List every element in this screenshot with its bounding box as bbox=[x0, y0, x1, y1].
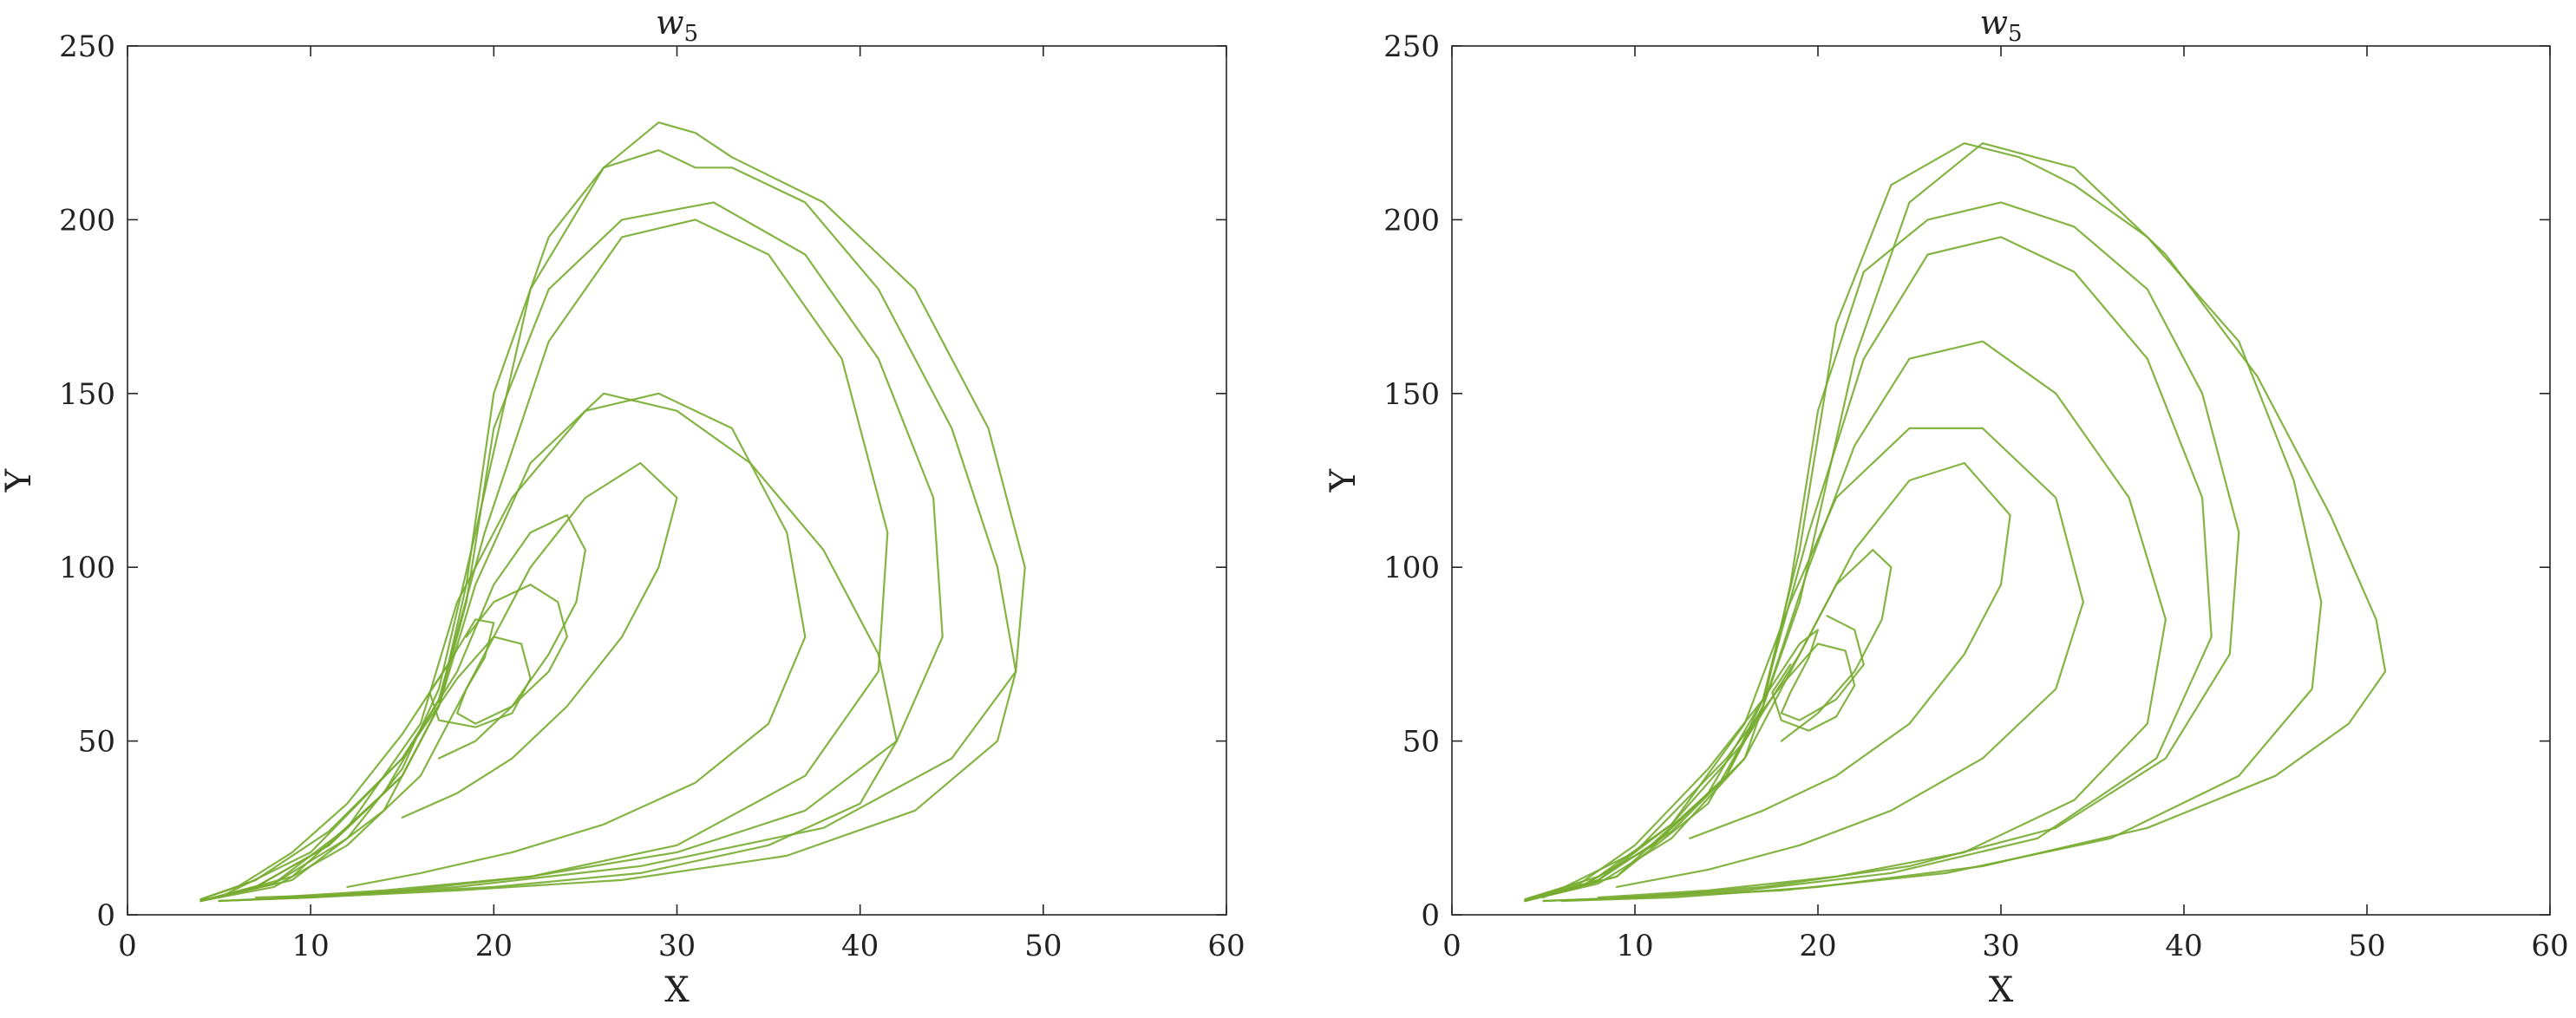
y-tick-label: 0 bbox=[1421, 898, 1440, 933]
chart-title-subscript: 5 bbox=[2008, 21, 2023, 47]
x-tick-label: 0 bbox=[118, 929, 137, 963]
series-line-10 bbox=[199, 219, 889, 903]
y-tick-label: 100 bbox=[59, 551, 115, 585]
chart-title: w5 bbox=[1979, 3, 2022, 47]
x-tick-label: 60 bbox=[1207, 929, 1245, 963]
y-axis-label: Y bbox=[0, 468, 39, 493]
y-tick-label: 200 bbox=[59, 203, 115, 238]
series-line-6 bbox=[199, 149, 1017, 903]
chart-title-main: w bbox=[656, 3, 684, 42]
y-tick-label: 100 bbox=[1383, 551, 1440, 585]
x-tick-label: 0 bbox=[1442, 929, 1461, 963]
x-tick-label: 50 bbox=[2348, 929, 2385, 963]
series-line-10 bbox=[1524, 236, 2213, 903]
y-axis-label: Y bbox=[1324, 468, 1363, 493]
series-line-2 bbox=[1524, 549, 1893, 901]
x-tick-label: 40 bbox=[2165, 929, 2202, 963]
y-tick-label: 250 bbox=[1383, 29, 1440, 64]
chart-title-subscript: 5 bbox=[683, 21, 698, 47]
plot-frame bbox=[127, 45, 1227, 916]
x-tick-label: 20 bbox=[1799, 929, 1836, 963]
series-line-7 bbox=[1524, 142, 2387, 903]
series-line-4 bbox=[1524, 427, 2084, 903]
series-line-9 bbox=[218, 636, 532, 899]
chart-panel-2: 0 10 20 30 40 50 60 0 50 100 150 200 250 X Yw5 bbox=[1324, 3, 2569, 1010]
x-tick-label: 50 bbox=[1024, 929, 1062, 963]
x-axis-label: X bbox=[1989, 970, 2014, 1010]
series-line-9 bbox=[1542, 643, 1856, 899]
series-line-3 bbox=[199, 461, 678, 903]
x-tick-label: 60 bbox=[2531, 929, 2568, 963]
y-tick-label: 50 bbox=[78, 725, 115, 760]
series-line-6 bbox=[1524, 142, 2323, 903]
plot-frame bbox=[1451, 45, 2551, 916]
x-tick-label: 10 bbox=[1616, 929, 1653, 963]
series-line-2 bbox=[199, 514, 586, 901]
y-tick-label: 150 bbox=[1383, 377, 1440, 412]
y-tick-label: 0 bbox=[96, 898, 115, 933]
series-line-4 bbox=[199, 392, 807, 903]
x-axis-label: X bbox=[664, 970, 690, 1010]
x-tick-label: 30 bbox=[1982, 929, 2019, 963]
y-tick-label: 50 bbox=[1402, 725, 1440, 760]
x-tick-label: 40 bbox=[841, 929, 879, 963]
chart-title-main: w bbox=[1979, 3, 2008, 42]
chart-panel-1: 0 10 20 30 40 50 60 0 50 100 150 200 250 X Yw5 bbox=[0, 3, 1246, 1010]
y-tick-label: 150 bbox=[59, 377, 115, 412]
series-group bbox=[1524, 142, 2387, 903]
series-line-7 bbox=[199, 121, 1026, 903]
x-tick-label: 10 bbox=[292, 929, 330, 963]
y-tick-label: 200 bbox=[1383, 203, 1440, 238]
series-line-1 bbox=[1524, 615, 1865, 901]
y-tick-label: 250 bbox=[59, 29, 115, 64]
x-tick-label: 20 bbox=[475, 929, 513, 963]
series-line-8 bbox=[199, 392, 898, 903]
series-line-3 bbox=[1524, 461, 2011, 903]
series-group bbox=[199, 121, 1026, 903]
series-line-5 bbox=[1524, 201, 2240, 903]
x-tick-label: 30 bbox=[658, 929, 696, 963]
chart-title: w5 bbox=[656, 3, 698, 47]
series-line-8 bbox=[1524, 340, 2167, 903]
